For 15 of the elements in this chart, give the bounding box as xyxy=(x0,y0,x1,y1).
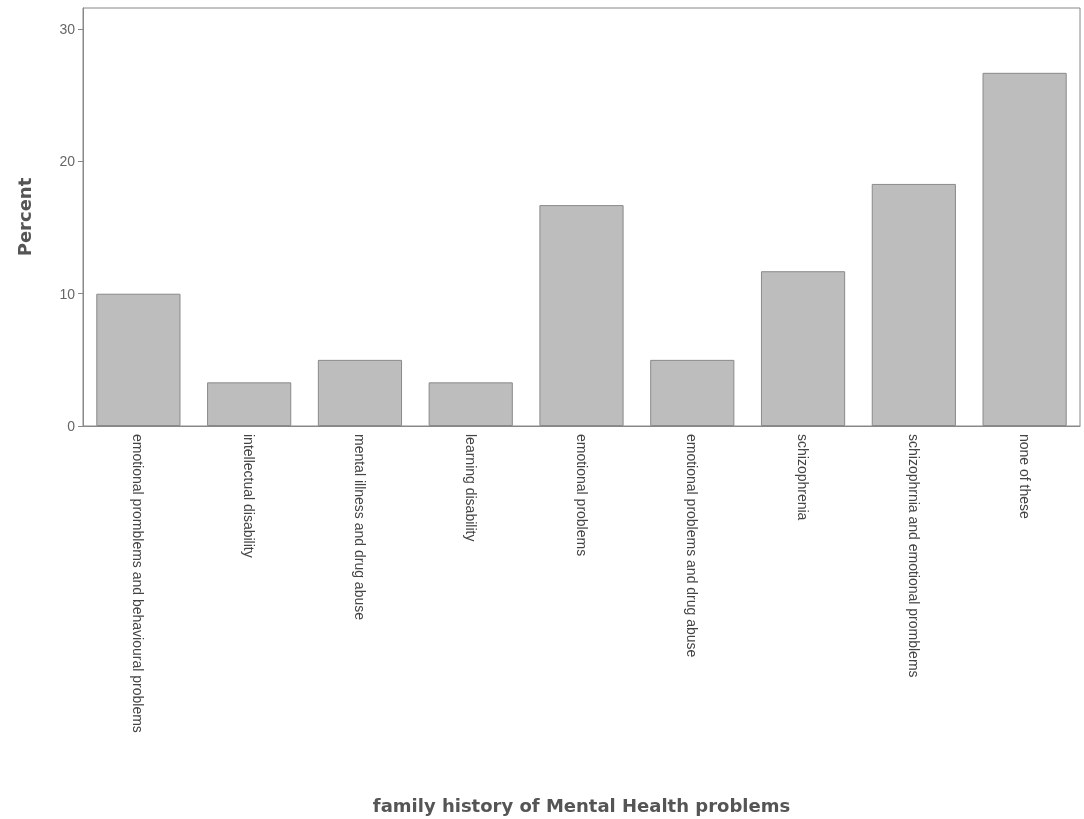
y-axis-title: Percent xyxy=(13,177,35,257)
x-tick-label: mental illness and drug abuse xyxy=(351,434,368,621)
y-tick-label: 10 xyxy=(59,285,76,302)
y-tick-label: 0 xyxy=(67,418,76,434)
x-tick-label: emotional promblems and behavioural problems xyxy=(130,434,147,733)
y-tick-label: 20 xyxy=(59,153,76,170)
x-tick-label: emotional problems and drug abuse xyxy=(684,434,701,658)
x-tick-label: schizophrnia and emotional promblems xyxy=(905,434,922,678)
x-tick-label: none of these xyxy=(1016,434,1033,520)
x-tick-label: learning disability xyxy=(462,434,479,542)
y-tick-label: 30 xyxy=(59,21,76,38)
x-axis-title: family history of Mental Health problems xyxy=(372,794,791,816)
x-tick-label: intellectual disability xyxy=(241,434,258,558)
x-tick-label: emotional problems xyxy=(573,434,590,557)
x-tick-label: schizophrenia xyxy=(795,434,812,521)
